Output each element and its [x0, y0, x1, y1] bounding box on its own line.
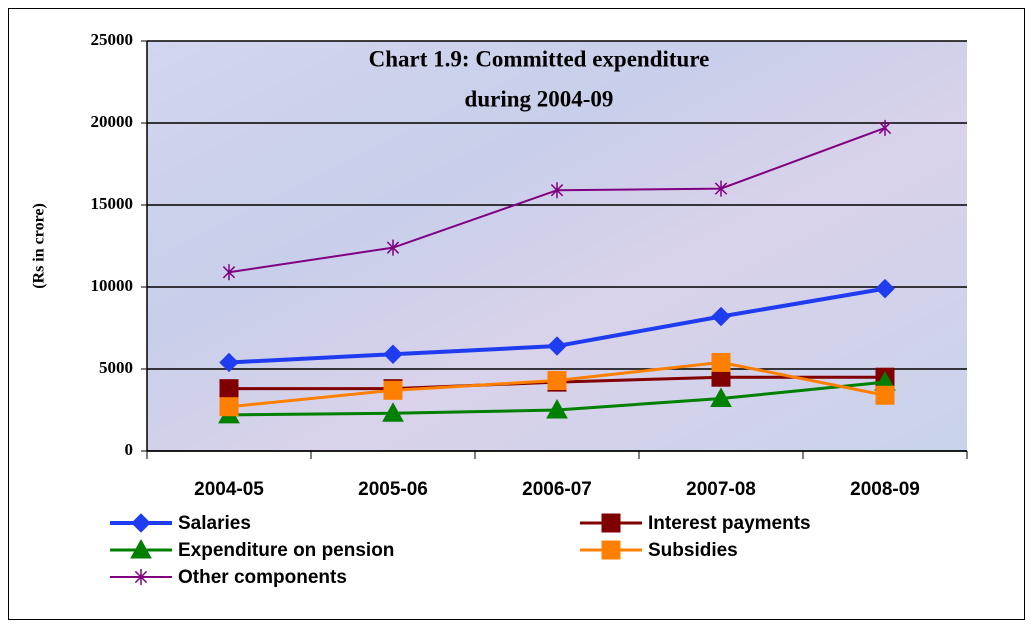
x-tick-label: 2008-09 — [850, 479, 920, 500]
legend-marker — [601, 513, 621, 533]
data-point — [222, 264, 236, 281]
legend-marker — [134, 569, 148, 585]
legend-marker — [130, 538, 152, 559]
data-point — [875, 278, 895, 299]
data-point — [219, 379, 239, 399]
chart-title: Chart 1.9: Committed expenditure — [369, 46, 710, 71]
data-point — [875, 385, 895, 405]
x-tick-label: 2006-07 — [522, 479, 592, 500]
x-tick-label: 2004-05 — [194, 479, 264, 500]
data-point — [710, 387, 732, 408]
data-point — [714, 180, 728, 197]
y-tick-label: 10000 — [91, 276, 134, 295]
data-point — [547, 336, 567, 356]
legend-label: Expenditure on pension — [178, 540, 394, 561]
x-tick-label: 2007-08 — [686, 479, 756, 500]
data-point — [546, 398, 568, 419]
data-point — [383, 344, 403, 364]
y-tick-label: 0 — [125, 440, 134, 459]
data-point — [383, 380, 403, 400]
legend-label: Interest payments — [648, 513, 811, 534]
y-tick-label: 20000 — [91, 112, 134, 131]
data-point — [878, 119, 892, 136]
data-point — [386, 239, 400, 256]
legend-marker — [601, 540, 621, 560]
legend-label: Subsidies — [648, 540, 738, 561]
y-tick-label: 15000 — [91, 194, 134, 213]
data-point — [219, 352, 239, 373]
data-point — [547, 370, 567, 390]
legend-marker — [131, 513, 151, 533]
legend-label: Other components — [178, 567, 347, 588]
data-point — [711, 352, 731, 372]
data-point — [711, 306, 731, 327]
data-point — [382, 402, 404, 422]
y-tick-label: 5000 — [99, 358, 133, 377]
chart-title: during 2004-09 — [465, 86, 614, 111]
y-tick-label: 25000 — [91, 30, 134, 49]
legend-label: Salaries — [178, 513, 251, 534]
data-point — [219, 397, 239, 417]
data-point — [550, 182, 564, 199]
y-axis-label: (Rs in crore) — [31, 203, 48, 289]
x-tick-label: 2005-06 — [358, 479, 428, 500]
